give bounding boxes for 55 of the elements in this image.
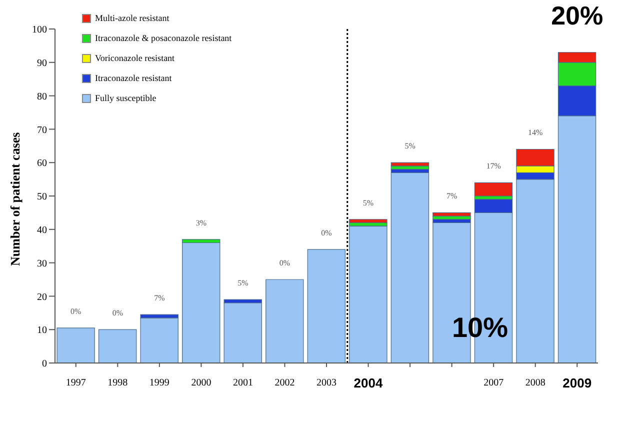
- y-tick-label: 0: [42, 358, 47, 370]
- annotation: 0%: [70, 306, 82, 316]
- x-tick-label: 2008: [525, 378, 546, 388]
- annotation: 20%: [551, 0, 604, 30]
- legend-label: Voriconazole resistant: [95, 53, 175, 63]
- bar: [182, 242, 220, 363]
- y-axis-title: Number of patient cases: [8, 132, 23, 266]
- x-tick-label: 1998: [108, 378, 128, 388]
- annotation: 0%: [279, 258, 290, 268]
- y-tick-label: 40: [37, 224, 47, 236]
- annotation: 17%: [486, 162, 502, 171]
- annotation: 5%: [238, 278, 249, 288]
- bar: [349, 226, 388, 363]
- x-tick-label: 1999: [149, 378, 170, 388]
- annotation: 5%: [362, 198, 374, 208]
- legend-label: Itraconazole & posaconazole resistant: [95, 33, 232, 43]
- legend-label: Fully susceptible: [95, 93, 156, 103]
- x-tick-label: 2007: [484, 378, 504, 388]
- y-tick-label: 30: [37, 258, 47, 270]
- annotation: 0%: [321, 228, 332, 238]
- bar: [140, 318, 178, 363]
- bar: [432, 212, 471, 216]
- x-tick-label: 2004: [354, 376, 384, 390]
- x-tick-label: 2003: [316, 378, 336, 388]
- x-tick-label: 2001: [232, 378, 253, 388]
- bar: [349, 219, 388, 224]
- x-tick-label: 2009: [562, 376, 592, 390]
- y-tick-label: 70: [37, 124, 47, 136]
- x-tick-label: 2000: [191, 378, 212, 388]
- annotation: 7%: [154, 294, 166, 303]
- y-tick-label: 100: [32, 24, 47, 36]
- y-tick-label: 50: [37, 192, 47, 203]
- legend-label: Itraconazole resistant: [95, 73, 172, 83]
- annotation: 3%: [196, 218, 207, 228]
- bar: [56, 328, 95, 363]
- x-tick-label: 2002: [274, 378, 295, 388]
- bar: [266, 279, 304, 363]
- bar: [307, 249, 346, 363]
- bar: [98, 329, 137, 363]
- y-tick-label: 10: [37, 325, 47, 336]
- y-tick-label: 80: [37, 91, 47, 102]
- annotation: 10%: [450, 312, 510, 344]
- bar: [224, 302, 262, 363]
- y-tick-label: 20: [37, 292, 47, 303]
- y-tick-label: 60: [37, 158, 47, 170]
- y-tick-label: 90: [37, 58, 47, 69]
- annotation: 5%: [404, 142, 416, 151]
- annotation: 14%: [528, 128, 544, 138]
- bar: [390, 172, 430, 363]
- legend-label: Multi-azole resistant: [95, 13, 170, 23]
- annotation: 0%: [112, 308, 124, 318]
- bar: [474, 182, 513, 196]
- bar: [390, 162, 430, 166]
- annotation: 7%: [446, 192, 458, 201]
- x-tick-label: 1997: [66, 378, 86, 388]
